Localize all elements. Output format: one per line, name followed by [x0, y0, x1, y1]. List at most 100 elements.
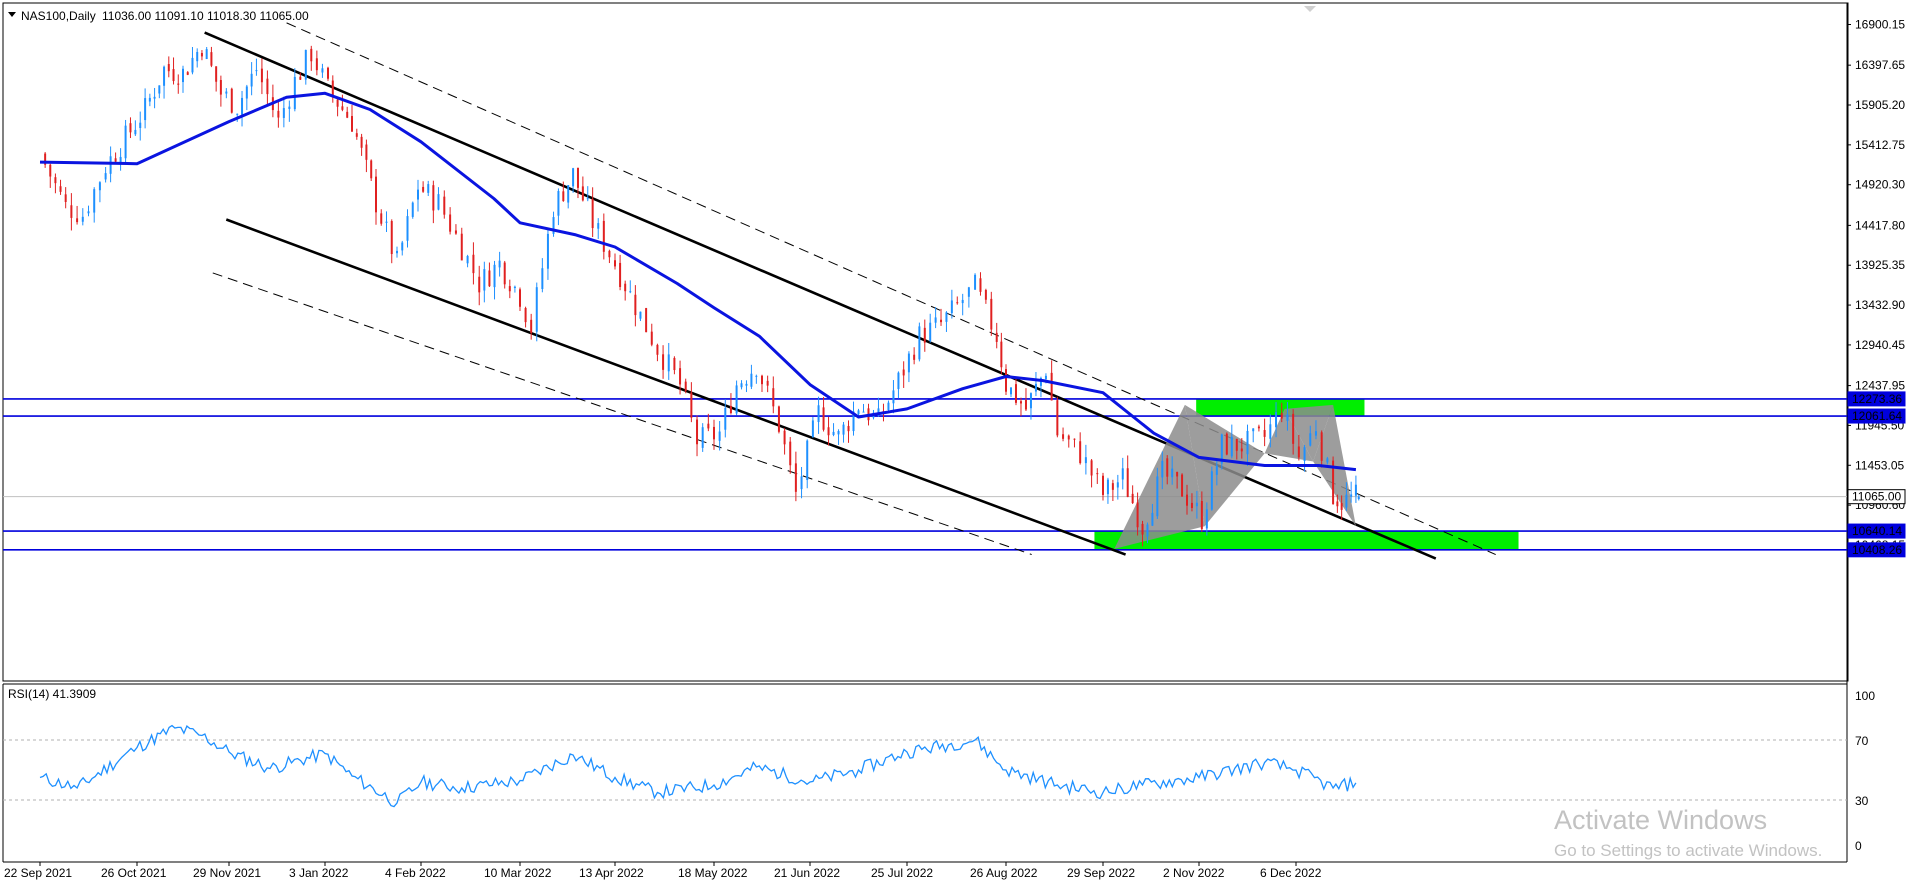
candle: [1146, 522, 1149, 544]
price-marker-text: 12273.36: [1852, 392, 1902, 406]
candle-body: [945, 312, 948, 322]
candle-body: [667, 354, 670, 372]
candle-body: [1156, 476, 1159, 517]
candle-body: [260, 68, 263, 83]
candle: [950, 289, 953, 319]
candle: [1263, 418, 1266, 447]
candle: [701, 423, 704, 452]
candle-body: [1240, 448, 1243, 452]
candle-body: [375, 176, 377, 213]
channel-upper-dashed-line[interactable]: [286, 22, 1496, 555]
candle: [1190, 493, 1193, 512]
candle: [629, 280, 632, 294]
rsi-line[interactable]: [39, 724, 1357, 808]
candle: [902, 361, 905, 388]
pattern-triangle-4[interactable]: [1284, 404, 1334, 462]
channel-lower-dashed-line[interactable]: [212, 272, 1032, 556]
candle: [772, 376, 775, 414]
candle-body: [380, 213, 383, 224]
channel-lower-line[interactable]: [225, 218, 1127, 556]
candle-body: [712, 426, 715, 440]
candle-body: [310, 48, 313, 62]
channel-upper-line[interactable]: [204, 31, 1437, 560]
candle: [1225, 432, 1228, 456]
candle-body: [619, 262, 622, 287]
candle: [1005, 364, 1007, 396]
candle: [562, 181, 565, 202]
candle-body: [1340, 503, 1343, 510]
candle: [139, 111, 142, 141]
candle-body: [153, 96, 156, 99]
candle-body: [129, 123, 132, 133]
price-label: 16397.65: [1855, 58, 1905, 72]
candle: [1354, 475, 1357, 503]
candle: [355, 128, 358, 140]
candle: [196, 48, 199, 68]
price-marker-level-support-bottom[interactable]: 10408.26: [1847, 542, 1906, 558]
price-marker-level-support-top[interactable]: 10640.14: [1847, 523, 1906, 539]
candle: [321, 63, 324, 78]
candle-body: [401, 242, 404, 251]
candle-body: [581, 186, 584, 201]
candle: [148, 93, 151, 107]
pattern-triangle-2[interactable]: [1184, 404, 1265, 527]
candle-body: [877, 408, 880, 416]
candle: [591, 187, 594, 238]
price-marker-level-resistance-bottom[interactable]: 12061.64: [1847, 408, 1906, 424]
candle-body: [513, 286, 516, 289]
candle-body: [639, 311, 642, 319]
candle-body: [1195, 502, 1198, 507]
pattern-triangle-3[interactable]: [1264, 408, 1314, 462]
pattern-triangle-5[interactable]: [1313, 404, 1356, 527]
time-label: 22 Sep 2021: [4, 866, 72, 880]
price-label: 12437.95: [1855, 379, 1905, 393]
price-marker-level-resistance-top[interactable]: 12273.36: [1847, 391, 1906, 407]
candle-body: [650, 331, 653, 345]
candle: [210, 46, 213, 68]
candle: [1029, 392, 1032, 420]
candle-body: [64, 194, 67, 202]
symbol-menu-icon[interactable]: [8, 12, 16, 17]
candle: [304, 49, 307, 85]
candle: [1326, 456, 1329, 465]
moving-average-line[interactable]: [39, 91, 1357, 472]
candle-body: [907, 353, 910, 373]
candle-body: [104, 173, 107, 180]
candle: [707, 413, 710, 432]
candle: [191, 46, 194, 75]
candle-body: [432, 185, 435, 211]
candle-body: [629, 291, 632, 293]
candle-body: [837, 430, 840, 435]
candle-body: [87, 211, 90, 214]
candle-body: [1084, 457, 1087, 464]
candle-body: [44, 153, 47, 165]
candle: [288, 100, 291, 122]
price-marker-text: 10408.26: [1852, 543, 1902, 557]
candle: [572, 167, 575, 193]
price-marker-current-price[interactable]: 11065.00: [1847, 489, 1906, 505]
candle: [417, 179, 419, 212]
candle-body: [282, 108, 285, 118]
price-marker-text: 10640.14: [1852, 524, 1902, 538]
candle: [76, 205, 79, 225]
candle-body: [1314, 431, 1317, 436]
candle: [608, 249, 611, 264]
candle-body: [602, 220, 605, 252]
candle: [967, 286, 970, 308]
candle-body: [735, 385, 738, 414]
price-label: 12940.45: [1855, 338, 1905, 352]
symbol-label[interactable]: NAS100,Daily: [21, 9, 96, 23]
candle-body: [1090, 460, 1093, 476]
candle: [639, 311, 642, 322]
candle-body: [245, 86, 248, 99]
candle-body: [1292, 413, 1295, 444]
candle: [341, 94, 344, 112]
candle-body: [1044, 375, 1047, 380]
support-zone: [1094, 531, 1519, 550]
candle: [1336, 494, 1339, 513]
scroll-marker-icon[interactable]: [1304, 6, 1316, 12]
candle-body: [979, 278, 982, 292]
candle: [1200, 491, 1203, 532]
levels-layer: [3, 398, 1847, 551]
